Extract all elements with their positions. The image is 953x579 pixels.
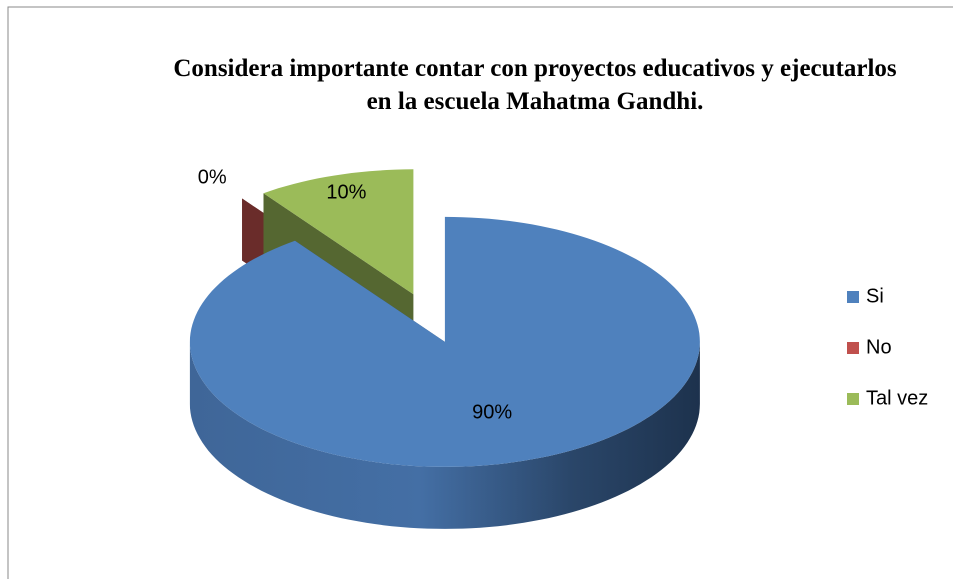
data-label: 90% xyxy=(472,401,512,423)
data-label: 0% xyxy=(198,167,227,189)
chart-border xyxy=(7,6,953,579)
legend-swatch xyxy=(847,393,859,405)
chart-title: Considera importante contar con proyecto… xyxy=(173,55,897,115)
legend-label: No xyxy=(866,336,892,358)
slice xyxy=(189,216,700,467)
data-label: 10% xyxy=(326,182,366,204)
legend-swatch xyxy=(847,291,859,303)
slice-rim xyxy=(189,341,700,529)
legend-swatch xyxy=(847,342,859,354)
slice xyxy=(263,169,414,295)
legend-label: Si xyxy=(866,285,884,307)
legend-label: Tal vez xyxy=(866,387,928,409)
